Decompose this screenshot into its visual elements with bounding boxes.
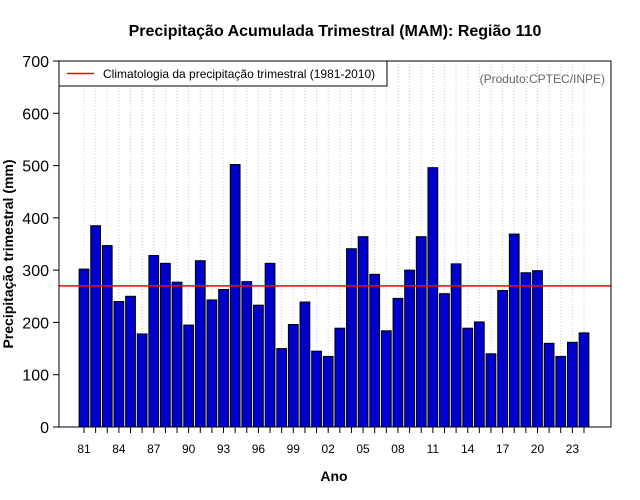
bar [334,327,346,428]
bar [532,270,543,428]
bar [218,288,229,428]
bar [206,299,218,428]
bar [241,281,253,428]
bar [578,332,590,428]
bar [276,348,288,428]
bar [322,355,334,428]
chart-title: Precipitação Acumulada Trimestral (MAM):… [129,23,542,40]
bar [392,297,404,428]
y-tick-label: 200 [22,315,49,332]
bar [264,262,276,428]
bar [346,248,357,428]
y-axis: 0 100 200 300 400 500 600 700 [22,54,59,437]
y-tick-label: 400 [22,211,49,228]
bar [101,245,113,428]
bar [183,324,195,428]
bar [485,353,497,428]
x-tick-label: 96 [252,442,266,456]
bar [125,295,136,428]
y-tick-label: 300 [22,263,49,280]
y-tick-label: 500 [22,159,49,176]
x-tick-label: 20 [531,442,545,456]
bar [136,333,148,428]
bar [90,225,102,428]
x-tick-label: 87 [147,442,161,456]
bar [148,255,160,428]
bar [369,273,381,428]
bar [450,263,462,428]
bar [497,290,508,428]
plot-area [58,60,612,428]
x-tick-label: 17 [496,442,510,456]
bar [543,342,555,428]
bars [78,164,590,428]
bar [415,236,427,428]
x-tick-label: 23 [566,442,580,456]
credit-annotation: (Produto:CPTEC/INPE) [480,72,605,86]
bar [160,262,171,428]
x-tick-label: 14 [461,442,475,456]
bar [508,233,520,428]
x-tick-label: 11 [427,442,440,456]
bar [473,321,485,428]
bar [171,281,183,428]
bar [113,301,125,428]
grid [83,61,585,427]
bar [427,167,439,428]
bar [311,350,322,428]
x-tick-label: 08 [391,442,405,456]
y-axis-label: Precipitação trimestral (mm) [0,159,16,348]
x-tick-label: 93 [217,442,231,456]
legend-box [58,60,388,87]
x-tick-label: 81 [77,442,91,456]
bar [253,304,264,428]
bar [439,293,450,428]
legend: Climatologia da precipitação trimestral … [58,60,388,87]
bar [299,301,311,428]
bar [78,268,90,428]
x-axis: 81 84 87 90 93 96 99 02 05 08 11 14 17 20 23 [77,427,585,456]
bar [357,236,369,428]
x-tick-label: 02 [322,442,336,456]
y-tick-label: 0 [40,420,49,437]
bar [380,330,392,428]
x-axis-label: Ano [320,468,347,484]
x-tick-label: 84 [112,442,126,456]
y-tick-label: 600 [22,106,49,123]
bar [520,272,532,428]
x-tick-label: 99 [287,442,301,456]
bar [566,341,578,428]
bar [462,327,474,428]
bar [404,269,415,428]
x-tick-label: 90 [182,442,196,456]
legend-label: Climatologia da precipitação trimestral … [103,67,375,81]
x-tick-label: 05 [356,442,370,456]
y-tick-label: 700 [22,54,49,71]
bar [229,164,241,428]
y-tick-label: 100 [22,368,49,385]
bar [287,324,299,428]
bar [555,355,567,428]
